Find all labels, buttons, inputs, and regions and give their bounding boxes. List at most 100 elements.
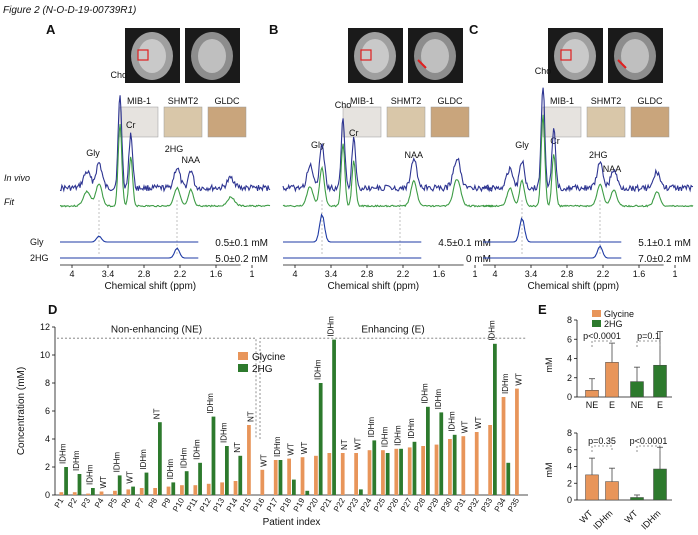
stain-label: MIB-1 bbox=[550, 96, 574, 106]
bar-glycine-p17 bbox=[273, 460, 278, 495]
genotype-label: WT bbox=[300, 442, 309, 455]
x-tick-label: P27 bbox=[399, 496, 414, 513]
y-tick-label: 10 bbox=[40, 350, 50, 360]
bar-glycine-p7 bbox=[139, 488, 144, 495]
panel-e-bar-charts: E mM mM 0 2 4 6 8 NE E NE Ep<0.0001 p=0.1 Glycine2HG… bbox=[538, 302, 672, 532]
stain-label: GLDC bbox=[437, 96, 463, 106]
y-tick-label: 6 bbox=[567, 334, 572, 344]
x-tick-label: P8 bbox=[147, 496, 160, 509]
bar-glycine-p8 bbox=[153, 488, 157, 495]
stain-label: SHMT2 bbox=[591, 96, 622, 106]
bar-glycine-p19 bbox=[300, 457, 305, 495]
bar-2hg-p2 bbox=[77, 474, 82, 495]
stain-image bbox=[163, 106, 203, 138]
y-tick-label: 0 bbox=[45, 490, 50, 500]
genotype-label: IDHm bbox=[421, 383, 430, 404]
bar-glycine-p10 bbox=[180, 485, 184, 495]
x-tick-label: P32 bbox=[466, 496, 481, 513]
genotype-label: WT bbox=[514, 373, 523, 386]
voxel-box bbox=[137, 49, 149, 61]
genotype-label: WT bbox=[287, 443, 296, 456]
peak-label-hg: 2HG bbox=[165, 144, 184, 154]
bar-2hg-p25 bbox=[385, 453, 390, 495]
y-tick-label: 8 bbox=[567, 315, 572, 325]
bar-glycine-p21 bbox=[327, 453, 332, 495]
ne-group-label: Non-enhancing (NE) bbox=[111, 325, 202, 336]
stain-image bbox=[430, 106, 470, 138]
y-axis-title: mM bbox=[544, 358, 554, 373]
stain-image bbox=[542, 106, 582, 138]
genotype-label: IDHm bbox=[447, 411, 456, 432]
e-bracket bbox=[259, 337, 526, 439]
invivo-trace bbox=[282, 118, 494, 193]
bar-2hg-p23 bbox=[359, 489, 363, 495]
x-tick-label: P20 bbox=[305, 496, 320, 513]
fit-label: Fit bbox=[4, 197, 14, 207]
bar-glycine-p22 bbox=[340, 453, 345, 495]
hg-row-value: 0 mM bbox=[466, 254, 491, 265]
bar-glycine-p18 bbox=[287, 458, 291, 495]
ppm-axis-title: Chemical shift (ppm) bbox=[327, 281, 419, 292]
x-tick-label: NE bbox=[586, 400, 599, 410]
x-tick-label: P22 bbox=[332, 496, 347, 513]
genotype-label: WT bbox=[461, 421, 470, 434]
stain-image bbox=[207, 106, 247, 138]
peak-label-gly: Gly bbox=[515, 140, 529, 150]
bar-2hg-ne bbox=[630, 381, 644, 398]
genotype-label: IDHm bbox=[139, 449, 148, 470]
stain-label: MIB-1 bbox=[350, 96, 374, 106]
bar-2hg-p8 bbox=[158, 422, 162, 495]
bar-glycine-p5 bbox=[113, 490, 117, 495]
bar-glycine-idhm bbox=[605, 481, 619, 501]
y-tick-label: 6 bbox=[567, 445, 572, 455]
y-tick-label: 8 bbox=[45, 378, 50, 388]
bar-glycine-p11 bbox=[193, 485, 198, 495]
arrow-marker bbox=[417, 59, 427, 69]
mri-brain-inner bbox=[198, 39, 226, 73]
bar-2hg-p11 bbox=[198, 462, 202, 495]
gly-row-value: 0.5±0.1 mM bbox=[215, 238, 268, 249]
peak-label-cho: Cho bbox=[535, 66, 552, 76]
ppm-tick-label: 2.8 bbox=[138, 269, 151, 279]
ppm-axis-title: Chemical shift (ppm) bbox=[104, 281, 196, 292]
genotype-label: IDHm bbox=[72, 450, 81, 471]
voxel-box bbox=[560, 49, 572, 61]
spectrum-panel-b: B MIB-1 SHMT2 GLDC Cho Cr Gly NAA 4.5±0.1 mM 0 mM… bbox=[269, 22, 494, 292]
peak-label-cho: Cho bbox=[335, 100, 352, 110]
gly-basis-trace bbox=[60, 235, 199, 243]
x-tick-label: IDHm bbox=[639, 508, 662, 530]
genotype-label: NT bbox=[153, 408, 162, 419]
genotype-label: IDHm bbox=[273, 436, 282, 457]
ppm-tick-label: 4 bbox=[69, 269, 74, 279]
x-tick-label: P7 bbox=[133, 496, 146, 509]
x-tick-label: P28 bbox=[412, 496, 427, 513]
bar-glycine-p31 bbox=[461, 436, 466, 495]
bar-2hg-p33 bbox=[493, 343, 497, 495]
peak-label-naa: NAA bbox=[182, 155, 201, 165]
genotype-label: NT bbox=[340, 439, 349, 450]
ppm-tick-label: 4 bbox=[492, 269, 497, 279]
peak-label-cr: Cr bbox=[126, 120, 136, 130]
ppm-tick-label: 2.2 bbox=[174, 269, 187, 279]
stain-image bbox=[119, 106, 159, 138]
gly-basis-trace bbox=[483, 217, 622, 243]
invivo-trace bbox=[482, 87, 694, 193]
legend-swatch bbox=[238, 352, 248, 360]
x-tick-label: P9 bbox=[160, 496, 173, 509]
x-tick-label: P21 bbox=[319, 496, 334, 513]
genotype-label: IDHm bbox=[166, 459, 175, 480]
x-tick-label: P35 bbox=[506, 496, 521, 513]
legend-label: Glycine bbox=[252, 352, 286, 363]
genotype-label: IDHm bbox=[206, 393, 215, 414]
peak-label-hg: 2HG bbox=[589, 150, 608, 160]
gly-basis-trace bbox=[283, 213, 422, 243]
ppm-tick-label: 3.4 bbox=[325, 269, 338, 279]
peak-label-gly: Gly bbox=[311, 140, 325, 150]
legend-label: Glycine bbox=[604, 309, 634, 319]
bar-glycine-p32 bbox=[474, 432, 479, 495]
bar-2hg-p10 bbox=[184, 471, 189, 495]
y-tick-label: 2 bbox=[45, 462, 50, 472]
